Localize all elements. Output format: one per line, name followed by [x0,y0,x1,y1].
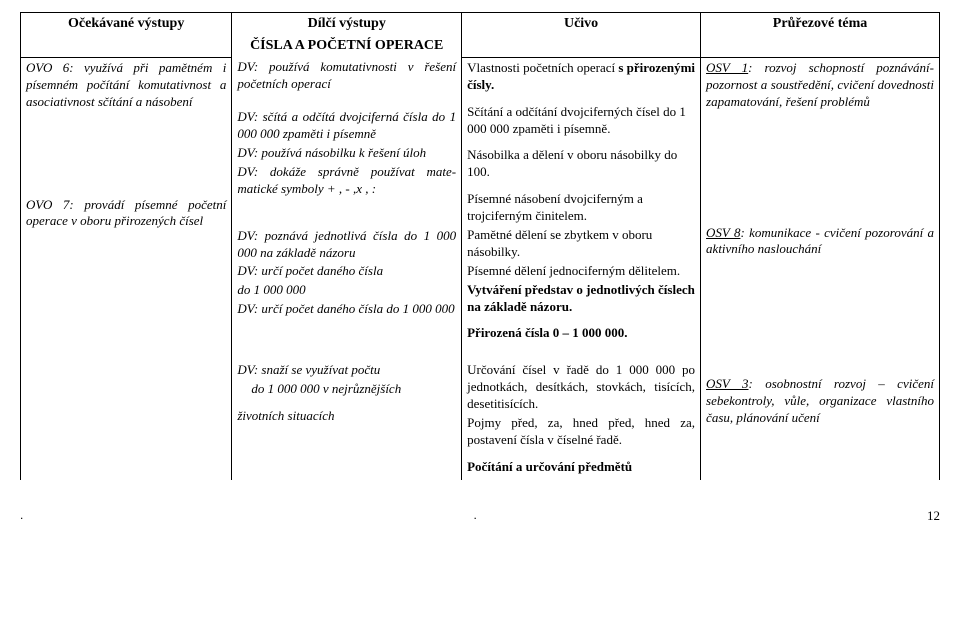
osv-text: OSV 1: rozvoj schopností poznávání-pozor… [706,60,934,111]
osv-link: OSV 1 [706,60,748,75]
dv-text: do 1 000 000 [237,282,456,299]
page-number: 12 [927,508,940,524]
dv-text: DV: určí počet daného čísla [237,263,456,280]
dv-text: DV: určí počet daného čísla do 1 000 000 [237,301,456,318]
dv-text: do 1 000 000 v nejrůznějších [237,381,456,398]
section-title: ČÍSLA A POČETNÍ OPERACE [232,35,462,57]
cell-expected-outputs-empty [21,346,232,479]
cell-cross-topic: OSV 3: osobnostní rozvoj – cvičení sebek… [701,346,940,479]
ovo-7-text: OVO 7: provádí písemné početní operace v… [26,197,226,231]
ucivo-text-bold: Počítání a určování předmětů [467,459,695,476]
ucivo-text: Určování čísel v řadě do 1 000 000 po je… [467,362,695,413]
header-subject-matter: Učivo [462,13,701,58]
dv-text: DV: poznává jednotlivá čísla do 1 000 00… [237,228,456,262]
ucivo-text-bold: Přirozená čísla 0 – 1 000 000. [467,325,695,342]
osv-desc: : komunikace - cvičení pozoro­vání a akt… [706,225,934,257]
header-partial-outputs: Dílčí výstupy [232,13,462,36]
dv-text: DV: dokáže správně používat mate-matické… [237,164,456,198]
ucivo-span: Vlastnosti početních operací [467,60,615,75]
curriculum-table: Očekávané výstupy Dílčí výstupy Učivo Pr… [20,12,940,480]
header-expected-outputs: Očekávané výstupy [21,13,232,58]
page-footer: . . 12 [20,508,940,524]
osv-text: OSV 3: osobnostní rozvoj – cvičení sebek… [706,376,934,427]
cell-cross-topic: OSV 1: rozvoj schopností poznávání-pozor… [701,57,940,346]
header-row: Očekávané výstupy Dílčí výstupy Učivo Pr… [21,13,940,36]
ovo-6-text: OVO 6: využívá při pamětném i písemném p… [26,60,226,111]
dv-text: DV: používá komutativnosti v řešení poče… [237,59,456,93]
cell-partial-outputs: DV: používá komutativnosti v řešení poče… [232,57,462,346]
dv-text: životních situacích [237,408,456,425]
cell-partial-outputs: DV: snaží se využívat počtu do 1 000 000… [232,346,462,479]
osv-link: OSV 8 [706,225,740,240]
ucivo-text: Vlastnosti početních operací s přirozený… [467,60,695,94]
dv-text: DV: používá násobilku k řešení úloh [237,145,456,162]
osv-link: OSV 3 [706,376,748,391]
table-row: OVO 6: využívá při pamětném i písemném p… [21,57,940,346]
ucivo-text: Písemné násobení dvojciferným a trojcife… [467,191,695,225]
dv-text: DV: snaží se využívat počtu [237,362,456,379]
ucivo-text: Sčítání a odčítání dvojciferných čísel d… [467,104,695,138]
ucivo-text: Pamětné dělení se zbytkem v oboru násobi… [467,227,695,261]
header-cross-topic: Průřezové téma [701,13,940,58]
ucivo-text: Násobilka a dělení v oboru násobilky do … [467,147,695,181]
dv-text: DV: sčítá a odčítá dvojciferná čísla do … [237,109,456,143]
cell-subject-matter: Vlastnosti početních operací s přirozený… [462,57,701,346]
cell-subject-matter: Určování čísel v řadě do 1 000 000 po je… [462,346,701,479]
cell-expected-outputs: OVO 6: využívá při pamětném i písemném p… [21,57,232,346]
ucivo-text: Pojmy před, za, hned před, hned za, post… [467,415,695,449]
footer-dot-center: . [474,508,477,524]
ucivo-text: Písemné dělení jednociferným dělitelem. [467,263,695,280]
table-row: DV: snaží se využívat počtu do 1 000 000… [21,346,940,479]
footer-dot-left: . [20,508,23,524]
osv-text: OSV 8: komunikace - cvičení pozoro­vání … [706,225,934,259]
ucivo-text-bold: Vytváření představ o jednotlivých číslec… [467,282,695,316]
